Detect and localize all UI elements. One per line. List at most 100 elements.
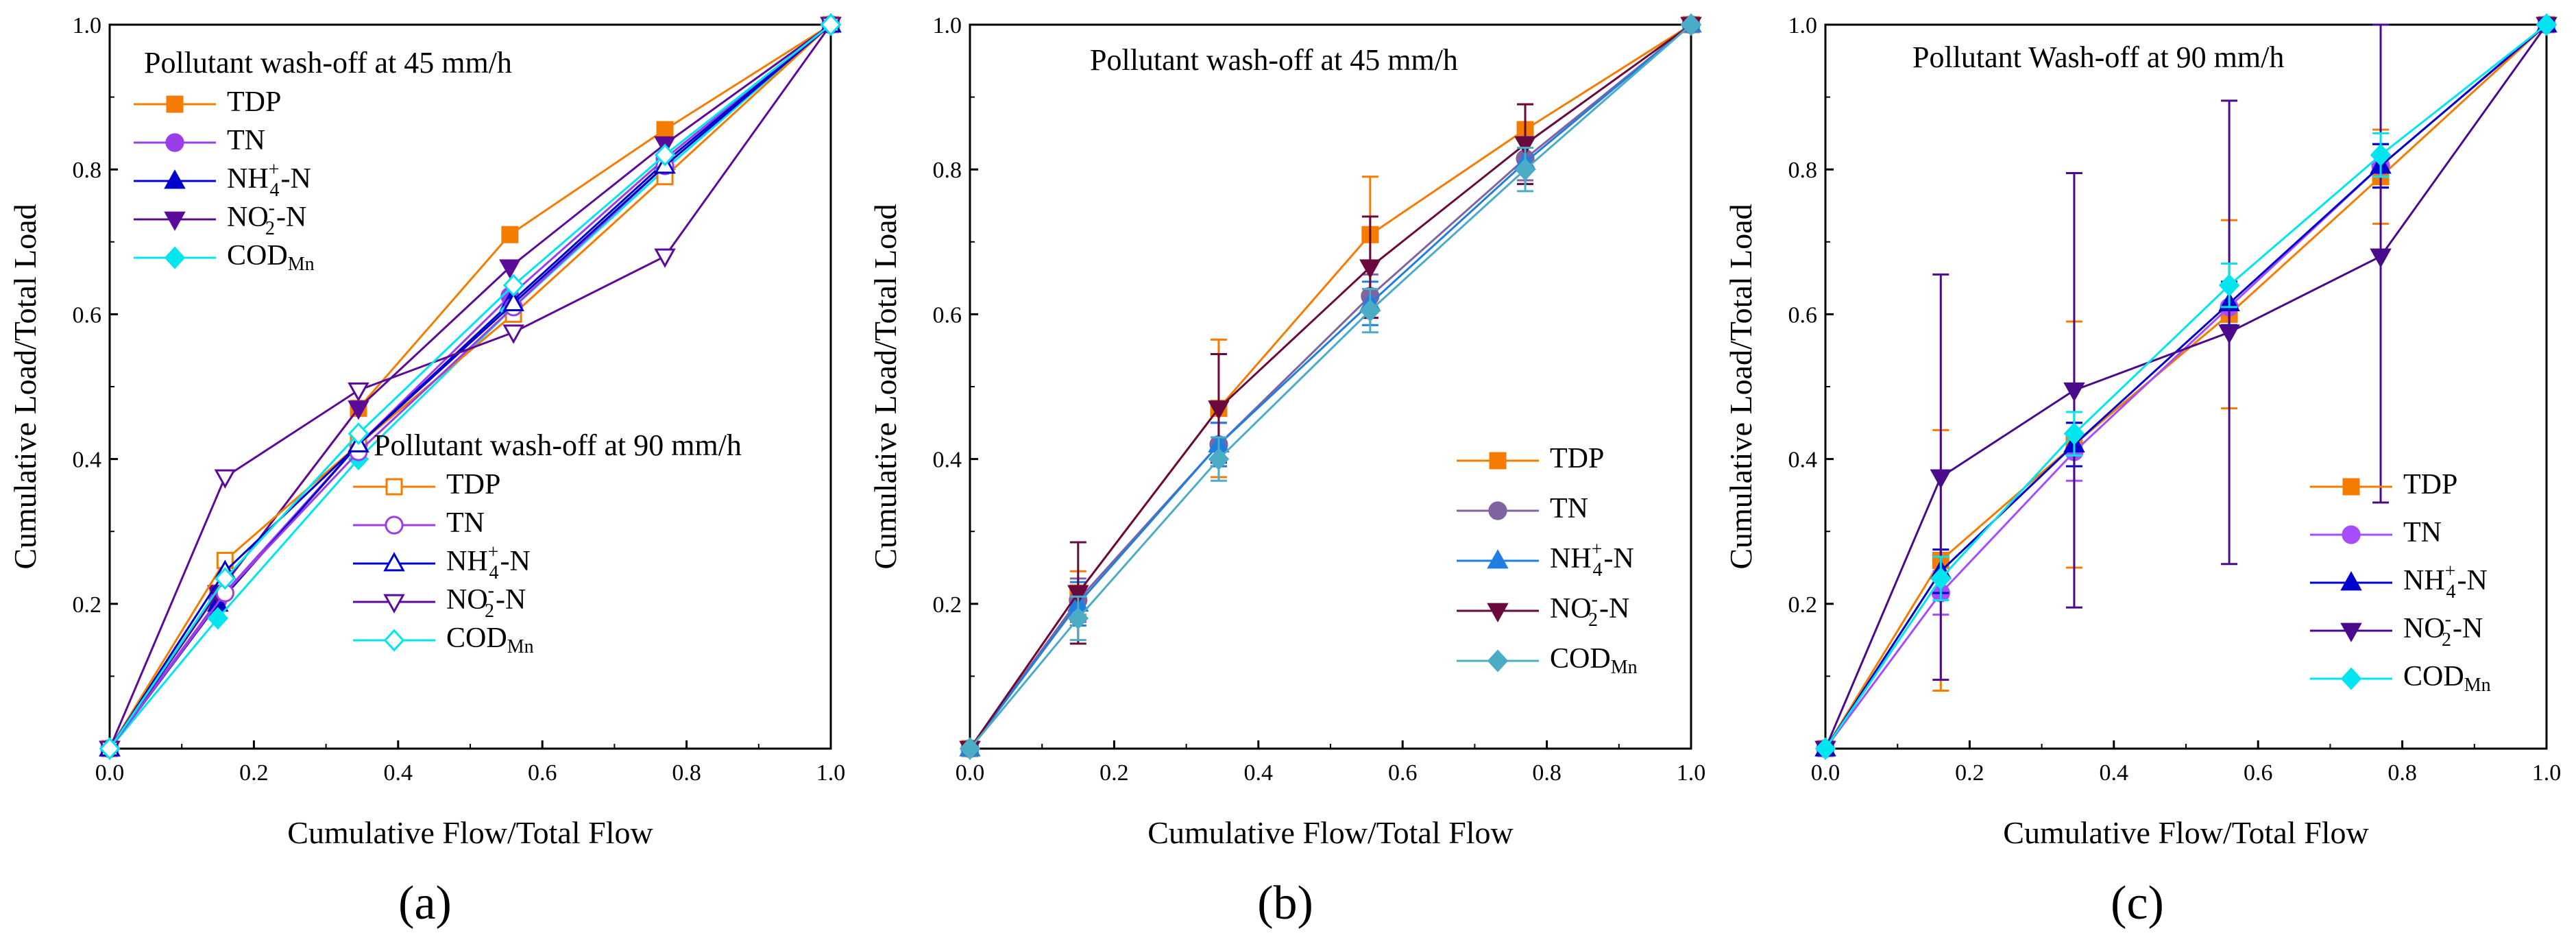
- legend-label-main: NH: [446, 546, 488, 577]
- data-point: [2218, 274, 2240, 297]
- legend-entry-label: NH+ 4-N: [446, 542, 531, 583]
- legend-entry-label: NH+ 4-N: [2403, 561, 2488, 603]
- legend-label-sub: 2: [265, 218, 275, 239]
- legend-label-sub: 2: [2442, 629, 2451, 651]
- series-line: [108, 23, 831, 749]
- data-point: [654, 248, 676, 268]
- legend-label-main: TN: [1550, 493, 1588, 524]
- legend-marker: [165, 133, 184, 152]
- legend-label-main: TDP: [446, 469, 500, 500]
- data-point: [1514, 158, 1536, 181]
- data-point: [1514, 136, 1536, 156]
- legend-label-main: COD: [446, 622, 507, 654]
- legend-label-sub: 4: [269, 180, 279, 201]
- x-tick-label: 1.0: [1677, 760, 1706, 786]
- x-tick-label: 0.0: [956, 760, 985, 786]
- legend-label-sup: -: [2445, 609, 2451, 630]
- series-line: [969, 23, 1692, 749]
- x-tick-label: 0.6: [1388, 760, 1418, 786]
- data-point: [656, 121, 674, 138]
- legend-entry-label: TN: [1550, 493, 1588, 524]
- panel-label: (a): [398, 877, 452, 930]
- legend-label-sup: +: [269, 159, 280, 180]
- y-tick-label: 0.2: [1788, 592, 1818, 618]
- legend-entry-label: NO-2-N: [1550, 589, 1629, 631]
- data-point: [1067, 607, 1089, 630]
- legend-marker: [383, 552, 405, 572]
- legend-label-main: TDP: [227, 86, 281, 118]
- y-tick-label: 0.8: [933, 158, 962, 183]
- x-tick-label: 0.8: [1532, 760, 1562, 786]
- legend-label-sub: Mn: [2464, 675, 2491, 696]
- legend-label-sub: 2: [485, 601, 494, 622]
- legend-marker: [1487, 549, 1509, 569]
- panel-label: (c): [2111, 877, 2164, 930]
- legend-label-main: COD: [227, 240, 288, 271]
- chart-panel-c: 0.0 0.2 0.4 0.6 0.8 1.0 0.2 0.4 0.6 0.8 1.0 Cumulat…: [1723, 13, 2561, 930]
- panel-label: (b): [1257, 877, 1313, 930]
- legend-label-main: NH: [2403, 565, 2445, 596]
- legend-label-suffix: -N: [1603, 543, 1633, 574]
- legend-label-sup: +: [2445, 561, 2456, 582]
- series-line: [1824, 23, 2547, 749]
- legend-label-main: NO: [446, 584, 488, 616]
- x-tick-label: 0.8: [2387, 760, 2417, 786]
- data-point: [1930, 567, 1952, 590]
- x-tick-label: 0.2: [239, 760, 269, 786]
- series-line: [969, 23, 1692, 749]
- data-point: [2218, 324, 2240, 344]
- data-point: [348, 422, 369, 446]
- legend-label-sup: -: [1592, 589, 1598, 610]
- legend-marker: [1487, 649, 1509, 673]
- legend-label-suffix: -N: [500, 546, 530, 577]
- y-tick-label: 0.4: [933, 448, 962, 473]
- legend-label-suffix: -N: [280, 163, 311, 195]
- legend-entry-label: TDP: [2403, 469, 2457, 500]
- legend-entry-label: TN: [227, 125, 265, 156]
- legend-marker: [2340, 571, 2362, 591]
- data-point: [215, 567, 236, 590]
- legend-marker: [383, 594, 405, 614]
- legend-entry-label: TDP: [227, 86, 281, 118]
- y-tick-label: 0.8: [73, 158, 102, 183]
- data-point: [1208, 400, 1230, 420]
- data-point: [1359, 299, 1381, 322]
- x-tick-label: 0.6: [2244, 760, 2273, 786]
- y-axis-label: Cumulative Load/Total Load: [868, 204, 903, 569]
- legend-entry-label: NO-2-N: [227, 197, 306, 239]
- data-series: [1814, 13, 2557, 760]
- data-point: [2063, 382, 2085, 402]
- series-line: [108, 23, 831, 749]
- data-point: [654, 143, 676, 167]
- data-point: [959, 737, 981, 760]
- y-tick-label: 0.4: [1788, 448, 1818, 473]
- y-tick-label: 0.6: [1788, 302, 1818, 328]
- legend-marker: [164, 169, 186, 189]
- data-point: [348, 382, 369, 402]
- series-line: [969, 23, 1692, 749]
- legend-label-sub: Mn: [288, 254, 315, 275]
- legend-marker: [2340, 622, 2362, 642]
- x-tick-label: 0.6: [528, 760, 557, 786]
- legend-label-main: NO: [1550, 593, 1592, 625]
- legend-label-main: COD: [1550, 643, 1611, 675]
- legend-label-sub: Mn: [507, 636, 534, 657]
- data-point: [2370, 143, 2392, 167]
- y-tick-label: 0.6: [73, 302, 102, 328]
- data-point: [820, 13, 842, 36]
- legend-label-main: TN: [227, 125, 265, 156]
- legend-entry-label: CODMn: [227, 240, 315, 276]
- legend-label-main: TDP: [1550, 443, 1604, 474]
- legend-label-sub: 4: [1592, 559, 1602, 581]
- legend-marker: [2342, 478, 2360, 496]
- x-axis-label: Cumulative Flow/Total Flow: [1147, 815, 1514, 850]
- legend-marker: [385, 516, 404, 535]
- y-tick-label: 0.2: [73, 592, 102, 618]
- legend-label-main: NO: [2403, 613, 2445, 644]
- legend-title: Pollutant wash-off at 45 mm/h: [1090, 43, 1458, 77]
- x-tick-label: 1.0: [816, 760, 846, 786]
- data-point: [2536, 13, 2557, 36]
